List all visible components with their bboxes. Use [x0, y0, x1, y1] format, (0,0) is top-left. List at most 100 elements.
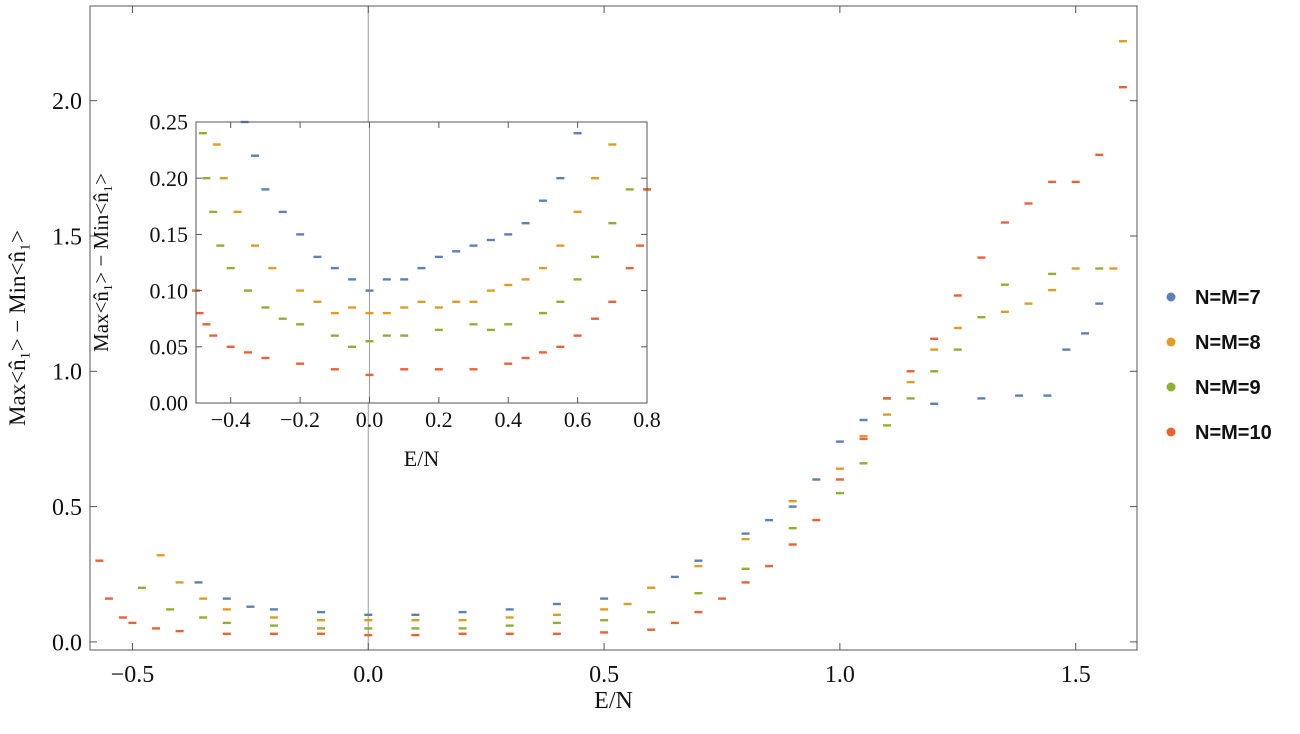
inset-y-tick-label: 0.05 [150, 335, 189, 360]
inset-series-1-point [330, 266, 339, 270]
main-series-4-point [505, 632, 514, 635]
main-series-3-point [788, 527, 797, 530]
inset-series-2-point [400, 306, 409, 309]
inset-y-tick-label: 0.15 [150, 222, 189, 247]
inset-series-2-point [538, 266, 547, 270]
inset-series-2-point [434, 306, 443, 309]
main-x-tick-label: −0.5 [111, 662, 155, 688]
main-series-3-point [458, 627, 467, 630]
inset-x-tick-label: 0.8 [633, 407, 661, 432]
main-series-4-point [119, 616, 127, 619]
main-series-1-point [741, 532, 750, 535]
legend-marker [1166, 382, 1176, 392]
inset-series-4-point [296, 362, 305, 365]
inset-y-tick-label: 0.25 [150, 110, 189, 135]
inset-series-4-point [608, 300, 617, 303]
main-series-1-point [194, 581, 203, 584]
inset-series-3-point [469, 323, 478, 326]
legend: N=M=7 N=M=8 N=M=9 N=M=10 [1166, 287, 1272, 444]
main-series-1-point [269, 608, 278, 611]
inset-series-3-point [486, 328, 495, 332]
inset-series-2-point [504, 283, 513, 287]
inset-series-1-point [573, 132, 582, 135]
inset-series-4-point [636, 244, 645, 247]
inset-x-axis-label: E/N [404, 446, 440, 471]
inset-series-4-point [226, 345, 235, 348]
main-series-4-point [222, 632, 231, 635]
inset-series-4-point [521, 356, 530, 360]
inset-series-3-point [226, 266, 235, 270]
main-series-1-point [812, 478, 821, 481]
main-series-1-point [788, 505, 797, 508]
inset-y-tick-label: 0.00 [150, 391, 189, 416]
inset-series-3 [198, 132, 651, 348]
main-series-2-point [788, 500, 797, 503]
main-series-4-point [930, 337, 939, 340]
inset-series-1-point [278, 210, 287, 214]
inset-frame [195, 121, 648, 404]
inset-series-4-point [365, 373, 374, 377]
legend-marker [1166, 337, 1176, 347]
inset-y-tick-label: 0.10 [150, 278, 189, 303]
inset-series-2-point [296, 289, 305, 292]
main-series-3-point [883, 424, 891, 427]
main-series-4-point [647, 628, 656, 631]
inset-series-1-point [486, 238, 495, 242]
inset-series-4-point [573, 334, 582, 337]
main-series-1-point [1095, 302, 1104, 305]
main-series-2-point [269, 616, 278, 619]
main-series-4-point [1118, 86, 1127, 89]
inset-series-2-point [591, 177, 599, 180]
main-series-3 [137, 267, 1104, 630]
inset-series-1-point [261, 188, 270, 191]
main-series-2-point [883, 413, 891, 416]
inset-series-2-point [608, 143, 617, 146]
main-series-3-point [1000, 283, 1009, 286]
main-series-4-point [883, 397, 891, 400]
inset-series-1-point [504, 233, 513, 236]
inset-series-4-point [202, 323, 211, 326]
main-series-1-point [411, 613, 420, 616]
inset-series-3-point [625, 188, 634, 191]
main-series-3-point [552, 621, 561, 625]
main-series-3-point [977, 316, 986, 319]
main-series-2-point [694, 564, 703, 568]
main-series-1-point [600, 597, 609, 600]
inset-series-1-point [365, 289, 374, 292]
inset-series-2-point [233, 210, 242, 214]
inset-series-1-point [296, 233, 305, 236]
inset-plot: −0.4 −0.2 0.0 0.2 0.4 0.6 0.8 0.00 0.05 0.10 0.15 0… [89, 110, 661, 471]
main-series-4-point [128, 621, 137, 625]
main-series-1-point [246, 605, 255, 608]
inset-series-2-point [382, 311, 391, 315]
main-series-2-point [930, 348, 939, 351]
main-series-4-point [152, 627, 160, 630]
main-series-1-point [859, 418, 868, 422]
inset-series-4-point [504, 362, 513, 365]
main-series-4-point [104, 597, 113, 600]
inset-series-4-point [195, 311, 204, 315]
main-series-3-point [317, 627, 326, 630]
inset-series-1-point [400, 278, 409, 281]
inset-series-1-point [434, 255, 443, 259]
inset-series-3-point [348, 345, 357, 348]
main-series-2-point [317, 619, 326, 622]
inset-series-1-point [313, 255, 322, 259]
main-series-1-point [977, 397, 986, 400]
main-series-4-point [835, 478, 844, 481]
inset-series-1-point [538, 199, 547, 202]
main-series-4-point [1095, 153, 1104, 156]
main-series-2-point [505, 616, 514, 619]
main-series-2-point [1048, 288, 1057, 292]
inset-series-2-point [219, 177, 228, 180]
legend-label: N=M=7 [1195, 287, 1261, 309]
main-series-3-point [166, 608, 175, 611]
main-x-tick-label: 1.5 [1061, 662, 1091, 688]
inset-series-3-point [504, 323, 513, 326]
inset-series-4-point [261, 356, 270, 360]
inset-series-3-point [296, 323, 305, 326]
inset-series-3-point [365, 340, 374, 343]
main-series-1-point [458, 610, 467, 614]
